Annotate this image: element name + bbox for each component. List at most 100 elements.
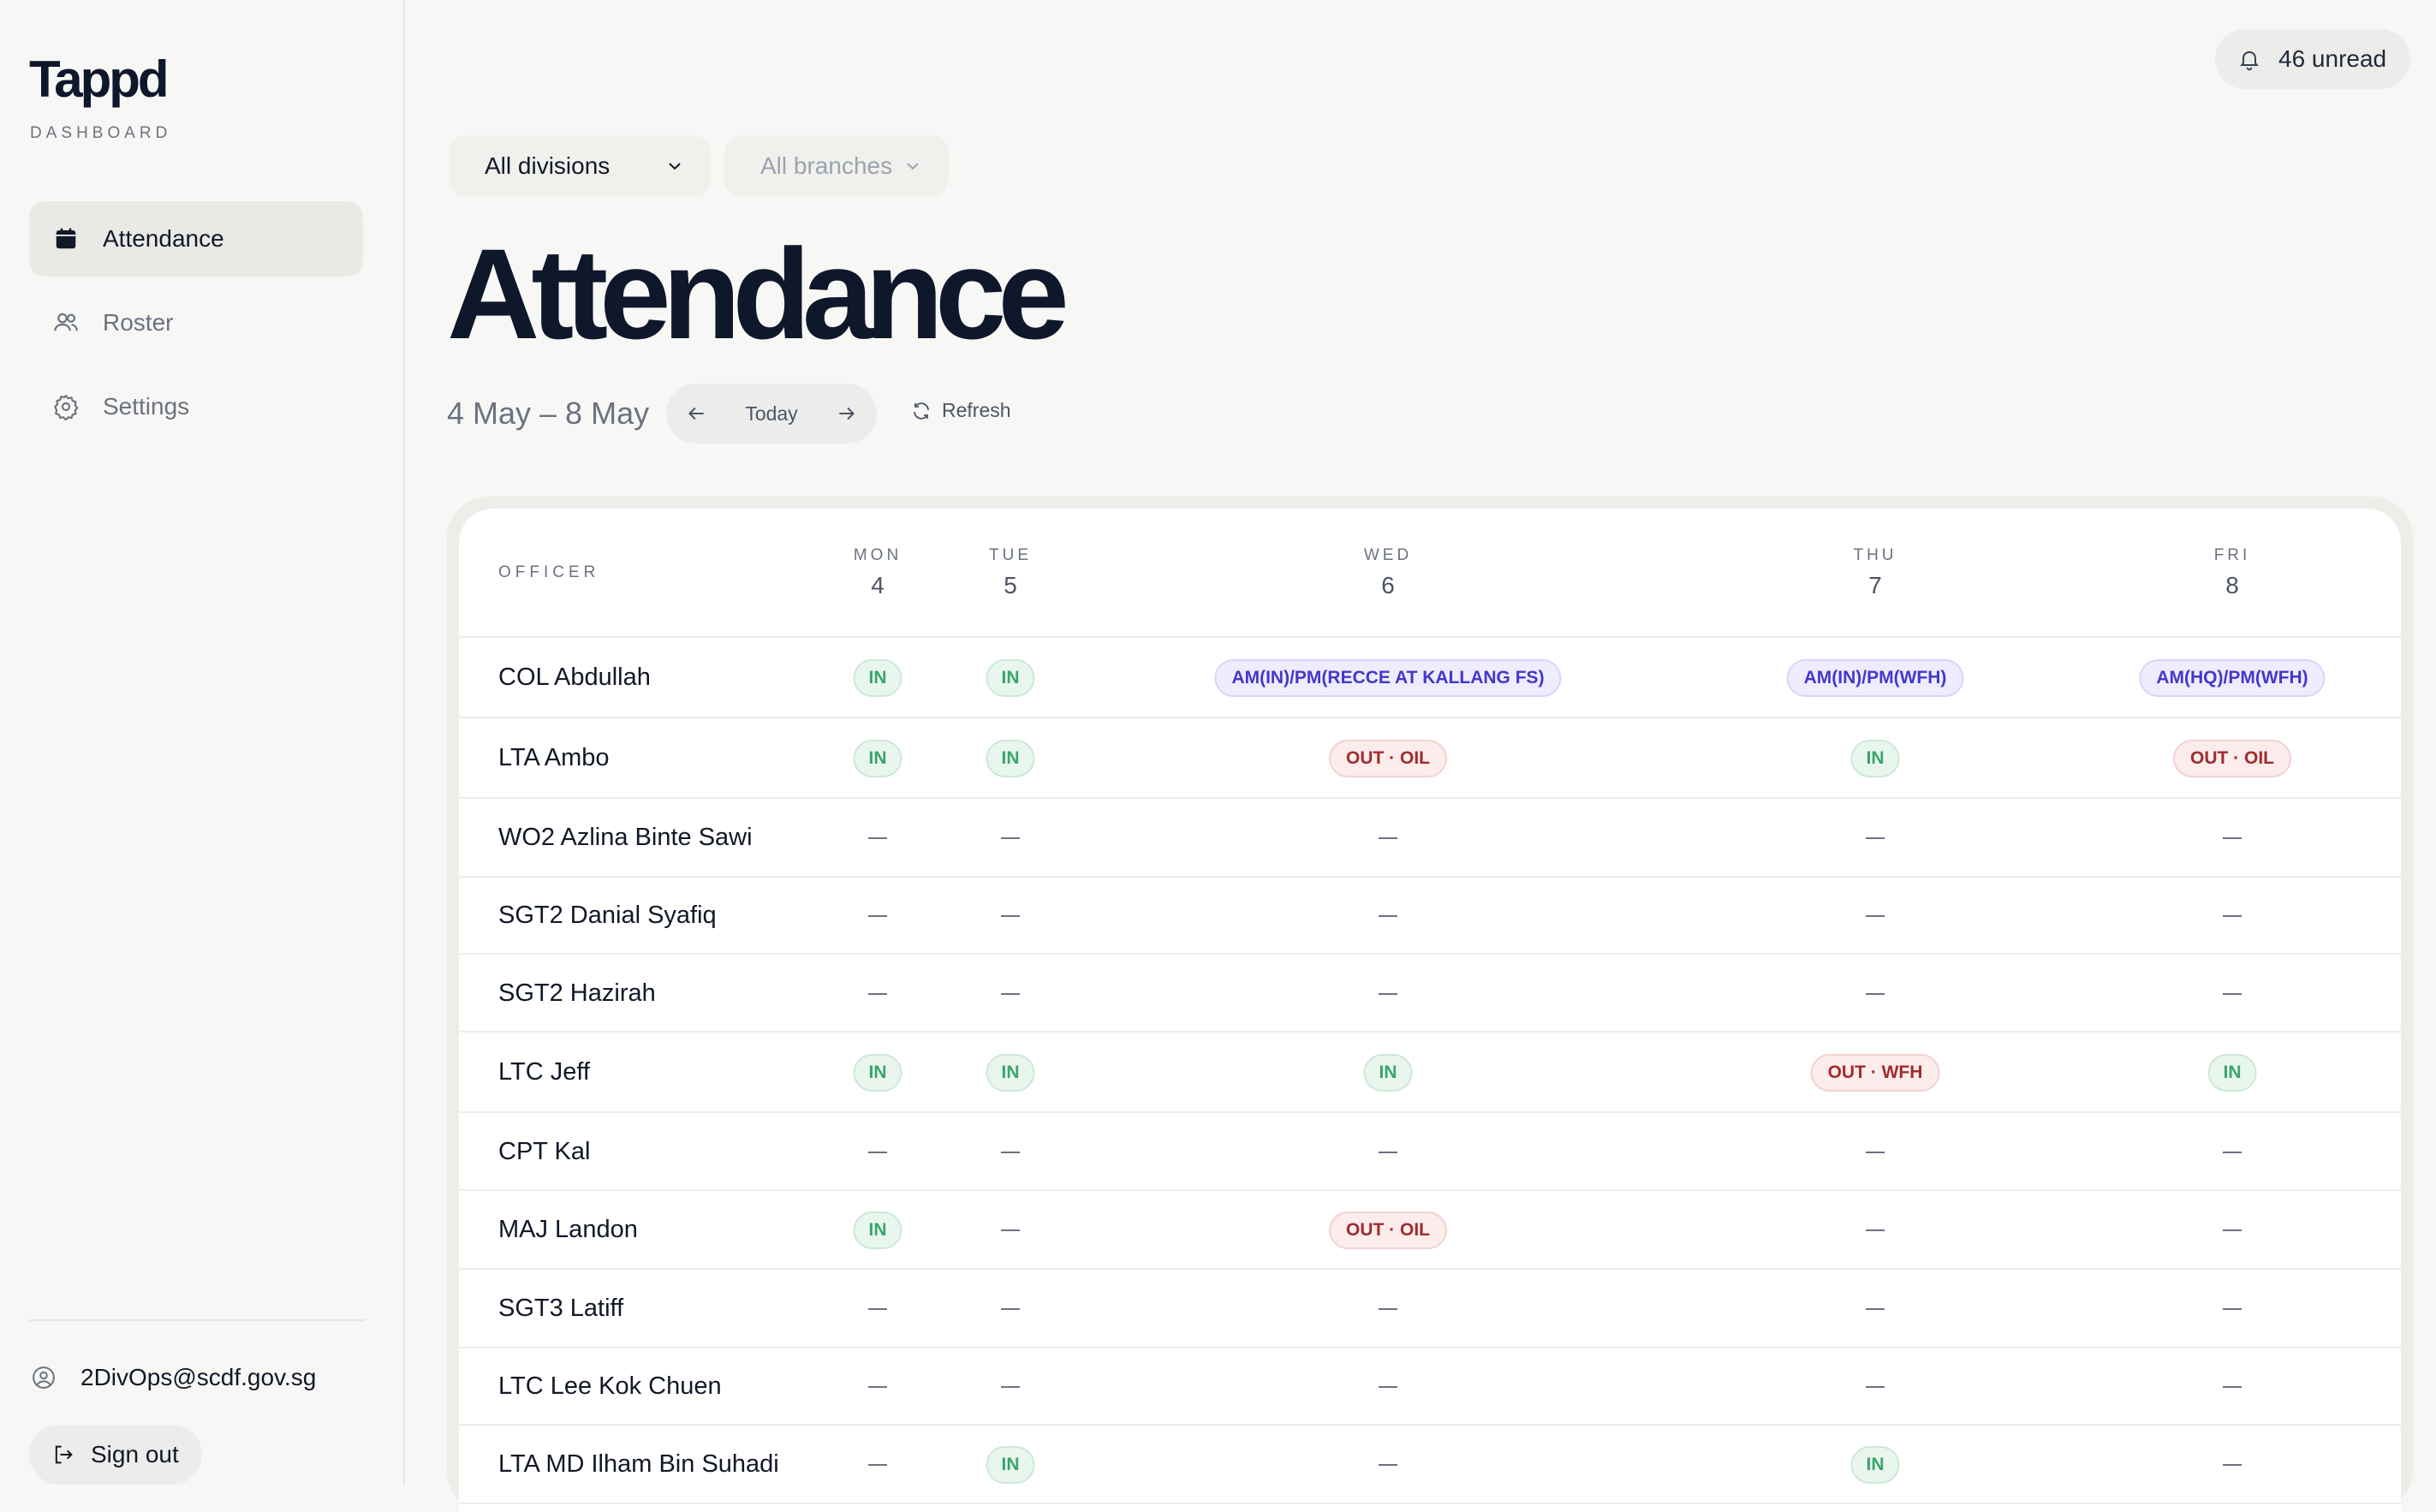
empty-status [2223,992,2242,995]
sign-out-label: Sign out [91,1441,179,1467]
brand-logo[interactable]: Tappd [29,51,170,108]
sidebar-item-label: Settings [103,393,190,420]
day-header-fri: FRI [2213,546,2251,564]
user-circle-icon [29,1363,58,1392]
dash-mark [868,1464,887,1466]
unread-count: 46 unread [2278,45,2387,72]
dash-mark [2223,1386,2242,1388]
today-button[interactable]: Today [745,402,798,425]
status-cell[interactable]: IN [853,659,902,697]
notifications-button[interactable]: 46 unread [2215,29,2410,89]
table-row[interactable]: LTC Lee Kok Chuen [459,1348,2401,1426]
status-cell[interactable]: OUT · OIL [1329,1211,1447,1249]
date-header-thu: 7 [1868,572,1882,598]
arrow-left-icon [688,407,704,420]
status-badge-in: IN [1850,740,1900,777]
empty-status [1001,1386,1020,1388]
sidebar-item-settings[interactable]: Settings [29,369,363,444]
date-header-mon: 4 [871,572,884,598]
status-badge-split: AM(IN)/PM(WFH) [1786,659,1964,697]
sign-out-icon [51,1442,77,1467]
table-header: OFFICER MON 4 TUE 5 WED 6 THU 7 FRI 8 [459,509,2401,638]
sidebar-divider [29,1319,365,1321]
dash-mark [1866,915,1885,917]
status-cell[interactable]: IN [1363,1054,1413,1092]
status-cell[interactable]: IN [986,1446,1035,1484]
officer-name: SGT2 Danial Syafiq [498,902,717,929]
status-cell[interactable]: IN [853,740,902,777]
empty-status [868,992,887,995]
dash-mark [1866,992,1885,995]
status-badge-out: OUT · OIL [1329,740,1447,777]
status-cell[interactable]: IN [1850,740,1900,777]
table-row[interactable]: SGT3 Latiff [459,1270,2401,1348]
table-row[interactable]: WO2 Azlina Binte Sawi [459,799,2401,878]
status-cell[interactable]: IN [986,740,1035,777]
gear-icon [51,392,80,421]
branch-select[interactable]: All branches [724,135,949,197]
day-header-thu: THU [1853,546,1897,564]
empty-status [1379,1464,1397,1466]
date-range: 4 May – 8 May [447,396,650,431]
status-cell[interactable]: IN [986,1054,1035,1092]
empty-status [2223,837,2242,839]
sidebar-item-attendance[interactable]: Attendance [29,201,363,277]
empty-status [868,837,887,839]
status-cell[interactable]: IN [2207,1054,2257,1092]
dash-mark [2223,1229,2242,1231]
dash-mark [1866,837,1885,839]
status-cell[interactable]: AM(HQ)/PM(WFH) [2139,659,2326,697]
table-row[interactable]: SGT2 Hazirah [459,955,2401,1033]
account-info: 2DivOps@scdf.gov.sg [29,1363,316,1392]
empty-status [1001,1229,1020,1231]
status-cell[interactable]: OUT · OIL [1329,740,1447,777]
empty-status [1866,1229,1885,1231]
prev-week-button[interactable] [685,402,707,425]
empty-status [2223,1464,2242,1466]
table-row[interactable]: LTC Jeff IN IN IN OUT · WFH IN [459,1033,2401,1113]
empty-status [1379,1308,1397,1310]
status-cell[interactable]: IN [853,1054,902,1092]
division-select[interactable]: All divisions [449,135,711,197]
status-badge-in: IN [1850,1446,1900,1484]
date-header-fri: 8 [2225,572,2239,598]
status-badge-in: IN [853,740,902,777]
empty-status [1866,1386,1885,1388]
status-cell[interactable]: OUT · WFH [1810,1054,1940,1092]
sidebar-item-roster[interactable]: Roster [29,285,363,360]
officer-name: SGT3 Latiff [498,1295,624,1322]
status-cell[interactable]: AM(IN)/PM(RECCE AT KALLANG FS) [1214,659,1562,697]
sidebar-nav: Attendance Roster Settings [29,201,363,453]
table-row[interactable]: LTA MD Ilham Bin Suhadi IN IN [459,1426,2401,1504]
calendar-icon [51,224,80,253]
sidebar-item-label: Attendance [103,225,224,252]
dash-mark [868,992,887,995]
status-cell[interactable]: OUT · OIL [2173,740,2291,777]
dash-mark [1866,1229,1885,1231]
day-header-mon: MON [853,546,902,564]
brand-subtitle: DASHBOARD [30,124,172,142]
status-cell[interactable]: IN [853,1211,902,1249]
next-week-button[interactable] [836,402,858,425]
empty-status [2223,1308,2242,1310]
table-row[interactable]: MAJ Landon IN OUT · OIL [459,1191,2401,1270]
officer-name: LTC Jeff [498,1058,590,1086]
page-title: Attendance [447,222,1069,366]
attendance-table: OFFICER MON 4 TUE 5 WED 6 THU 7 FRI 8 COL Abdulla… [459,509,2401,1512]
officer-name: COL Abdullah [498,664,651,691]
sign-out-button[interactable]: Sign out [29,1425,202,1485]
table-row[interactable]: COL Abdullah IN IN AM(IN)/PM(RECCE AT KALLA… [459,638,2401,718]
empty-status [1001,1151,1020,1153]
branch-select-value: All branches [760,152,893,179]
status-cell[interactable]: IN [986,659,1035,697]
table-row[interactable]: LTA Ambo IN IN OUT · OIL IN OUT · OIL [459,718,2401,799]
status-badge-in: IN [986,1446,1035,1484]
status-badge-out: OUT · WFH [1810,1054,1940,1092]
table-row[interactable]: CPT Kal [459,1113,2401,1191]
refresh-button[interactable]: Refresh [911,399,1011,422]
table-row[interactable]: SGT2 Danial Syafiq [459,878,2401,955]
dash-mark [868,1308,887,1310]
status-cell[interactable]: AM(IN)/PM(WFH) [1786,659,1964,697]
dash-mark [1001,1151,1020,1153]
status-cell[interactable]: IN [1850,1446,1900,1484]
